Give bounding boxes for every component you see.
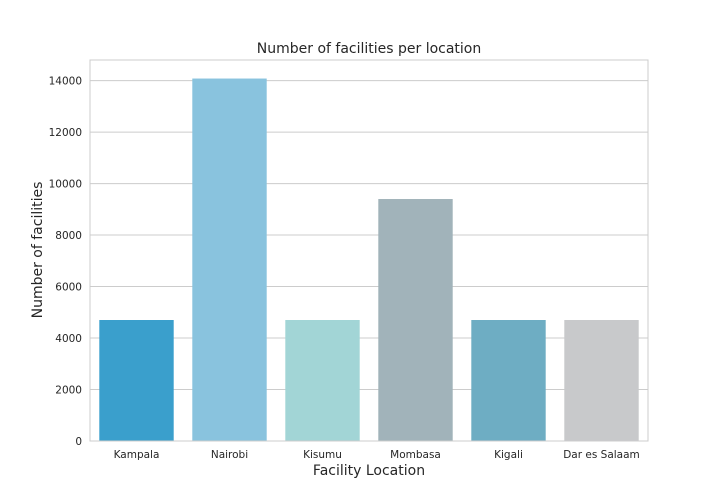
bar-mombasa: [378, 199, 453, 441]
y-axis-title: Number of facilities: [30, 182, 46, 319]
x-tick-label: Kampala: [114, 449, 160, 461]
chart-title: Number of facilities per location: [257, 41, 482, 57]
y-tick-label: 2000: [55, 385, 82, 397]
y-tick-label: 8000: [55, 230, 82, 242]
y-tick-label: 6000: [55, 282, 82, 294]
bars: [99, 78, 639, 442]
bar-nairobi: [192, 78, 267, 442]
y-tick-label: 12000: [49, 127, 82, 139]
x-axis-title: Facility Location: [313, 463, 425, 479]
x-tick-label: Dar es Salaam: [563, 449, 640, 461]
x-tick-label: Nairobi: [211, 449, 248, 461]
bar-kampala: [99, 320, 174, 441]
y-tick-label: 4000: [55, 333, 82, 345]
x-tick-label: Kigali: [494, 449, 523, 461]
x-tick-label: Kisumu: [303, 449, 342, 461]
bar-kigali: [471, 320, 546, 441]
y-gridlines: [90, 80, 648, 442]
bar-dar-es-salaam: [564, 320, 639, 441]
y-tick-label: 0: [75, 436, 82, 448]
y-tick-labels: 0 2000 4000 6000 8000 10000 12000 14000: [49, 76, 82, 448]
y-tick-label: 14000: [49, 76, 82, 88]
y-tick-label: 10000: [49, 179, 82, 191]
bar-kisumu: [285, 320, 360, 441]
x-tick-label: Mombasa: [390, 449, 441, 461]
x-tick-labels: Kampala Nairobi Kisumu Mombasa Kigali Dar es …: [114, 449, 640, 461]
plot-frame: [89, 59, 649, 442]
